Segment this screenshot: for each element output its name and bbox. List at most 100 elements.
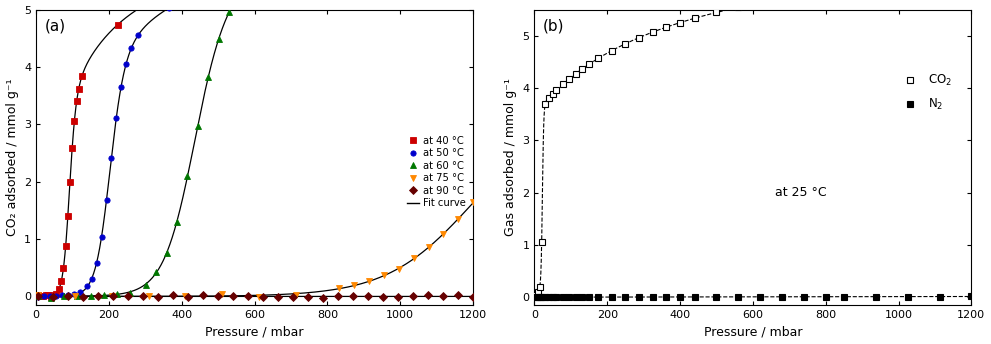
at 60 °C [58,294,70,298]
CO$_2$ [776,0,788,1]
CO$_2$ [577,67,589,71]
at 40 °C [70,99,82,103]
N$_2$ [550,295,562,299]
at 50 °C [38,294,50,298]
at 75 °C [32,293,44,298]
N$_2$ [732,295,744,299]
at 60 °C [84,294,96,298]
at 90 °C [452,293,464,297]
N$_2$ [532,295,544,299]
CO$_2$ [570,72,582,76]
at 40 °C [66,146,78,150]
CO$_2$ [536,240,548,245]
at 75 °C [349,283,361,288]
Y-axis label: CO₂ adsorbed / mmol g⁻¹: CO₂ adsorbed / mmol g⁻¹ [6,78,19,236]
N$_2$ [619,295,631,299]
Line: N$_2$: N$_2$ [533,293,974,300]
at 40 °C [76,74,88,78]
at 40 °C [147,0,159,4]
at 50 °C [115,85,127,89]
at 40 °C [37,294,49,298]
CO$_2$ [583,62,595,66]
at 90 °C [77,295,89,299]
at 50 °C [81,284,93,288]
N$_2$ [820,295,831,299]
Text: at 25 °C: at 25 °C [775,186,826,199]
Line: CO$_2$: CO$_2$ [533,0,974,298]
N$_2$ [577,295,589,299]
CO$_2$ [732,5,744,9]
at 90 °C [242,294,254,298]
at 60 °C [46,295,57,300]
at 50 °C [91,260,103,265]
at 40 °C [50,292,61,296]
at 40 °C [72,87,84,91]
at 90 °C [332,294,344,298]
at 75 °C [254,294,266,299]
at 75 °C [334,286,346,290]
at 40 °C [40,293,52,297]
CO$_2$ [754,1,766,5]
at 90 °C [287,294,299,299]
CO$_2$ [534,284,546,289]
CO$_2$ [557,82,569,86]
at 90 °C [422,293,434,298]
at 75 °C [290,293,302,297]
at 40 °C [61,214,73,218]
N$_2$ [647,295,659,299]
at 50 °C [96,235,108,239]
N$_2$ [838,294,850,299]
CO$_2$ [539,101,551,106]
at 75 °C [106,294,118,299]
at 60 °C [223,10,235,14]
at 60 °C [98,293,110,297]
at 90 °C [392,295,404,299]
N$_2$ [593,295,605,299]
N$_2$ [674,295,686,299]
at 90 °C [197,293,209,298]
at 90 °C [47,295,58,299]
N$_2$ [557,295,569,299]
at 90 °C [378,295,389,299]
at 90 °C [137,294,149,298]
at 40 °C [64,180,76,184]
at 90 °C [32,294,44,298]
N$_2$ [633,295,645,299]
at 90 °C [362,294,374,298]
at 60 °C [32,294,44,298]
at 75 °C [68,294,80,298]
at 90 °C [467,294,479,299]
at 90 °C [122,293,134,298]
CO$_2$ [619,42,631,46]
at 75 °C [452,217,464,222]
N$_2$ [543,295,555,299]
N$_2$ [583,295,595,299]
at 40 °C [112,23,124,28]
N$_2$ [870,294,882,299]
Line: at 50 °C: at 50 °C [36,0,476,300]
N$_2$ [539,295,551,299]
N$_2$ [965,294,977,299]
Y-axis label: Gas adsorbed / mmol g⁻¹: Gas adsorbed / mmol g⁻¹ [503,78,517,236]
N$_2$ [536,295,548,299]
at 75 °C [216,292,228,296]
X-axis label: Pressure / mbar: Pressure / mbar [704,325,802,338]
N$_2$ [754,295,766,299]
N$_2$ [711,295,722,299]
at 60 °C [202,75,214,79]
at 90 °C [317,295,329,300]
at 50 °C [61,293,73,298]
CO$_2$ [530,293,542,297]
at 75 °C [179,294,191,298]
at 40 °C [59,244,71,248]
at 50 °C [67,292,79,296]
at 90 °C [437,294,449,299]
N$_2$ [689,295,701,299]
CO$_2$ [593,56,605,61]
Text: (b): (b) [543,19,565,33]
at 60 °C [213,37,225,41]
N$_2$ [902,294,914,299]
CO$_2$ [711,10,722,14]
CO$_2$ [660,25,672,29]
N$_2$ [530,295,542,299]
